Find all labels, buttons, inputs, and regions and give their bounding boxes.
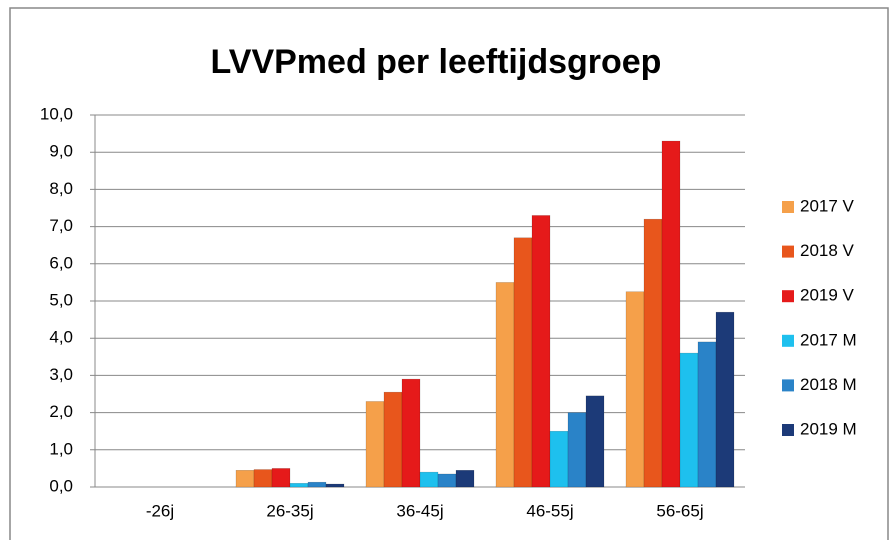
legend-swatch xyxy=(782,424,794,436)
bar xyxy=(715,311,735,488)
y-tick-label: 3,0 xyxy=(49,365,73,384)
bar xyxy=(289,483,309,488)
legend-label: 2017 V xyxy=(800,196,855,215)
y-tick-label: 5,0 xyxy=(49,290,73,309)
bar xyxy=(307,481,327,488)
x-tick-label: 56-65j xyxy=(656,501,703,520)
bar xyxy=(531,215,551,488)
bar xyxy=(365,401,385,488)
y-tick-label: 9,0 xyxy=(49,142,73,161)
bar xyxy=(585,395,605,488)
chart-border xyxy=(9,7,889,540)
bar xyxy=(383,391,403,488)
y-tick-label: 4,0 xyxy=(49,328,73,347)
bar xyxy=(661,140,681,488)
bar xyxy=(513,237,533,488)
bar xyxy=(419,471,439,488)
y-tick-label: 2,0 xyxy=(49,402,73,421)
legend-label: 2019 V xyxy=(800,286,855,305)
legend-swatch xyxy=(782,201,794,213)
legend-swatch xyxy=(782,379,794,392)
y-tick-label: 6,0 xyxy=(49,253,73,272)
bar xyxy=(567,412,587,488)
bar xyxy=(401,378,421,488)
x-tick-label: 46-55j xyxy=(526,501,573,520)
y-tick-label: 7,0 xyxy=(49,216,73,235)
bar xyxy=(455,470,475,488)
bar xyxy=(697,341,717,488)
y-tick-label: 10,0 xyxy=(40,104,73,123)
x-tick-label: -26j xyxy=(146,501,174,520)
y-tick-label: 8,0 xyxy=(49,179,73,198)
bar xyxy=(643,218,663,488)
legend-swatch xyxy=(782,290,794,303)
y-tick-label: 1,0 xyxy=(49,439,73,458)
x-tick-label: 26-35j xyxy=(266,501,313,520)
legend-label: 2018 V xyxy=(800,241,855,260)
legend-label: 2017 M xyxy=(800,330,857,349)
bar xyxy=(235,470,255,488)
bar xyxy=(437,473,457,488)
bar xyxy=(549,430,569,488)
legend-label: 2018 M xyxy=(800,375,857,394)
bar xyxy=(325,483,345,488)
legend-label: 2019 M xyxy=(800,419,857,438)
bar xyxy=(253,469,273,488)
legend-swatch xyxy=(782,334,794,347)
chart-title: LVVPmed per leeftijdsgroep xyxy=(211,43,662,81)
bar xyxy=(495,282,515,488)
legend-swatch xyxy=(782,245,794,258)
bar xyxy=(679,352,699,488)
bar xyxy=(625,291,645,488)
bar xyxy=(271,468,291,488)
y-tick-label: 0,0 xyxy=(49,476,73,495)
x-tick-label: 36-45j xyxy=(396,501,443,520)
